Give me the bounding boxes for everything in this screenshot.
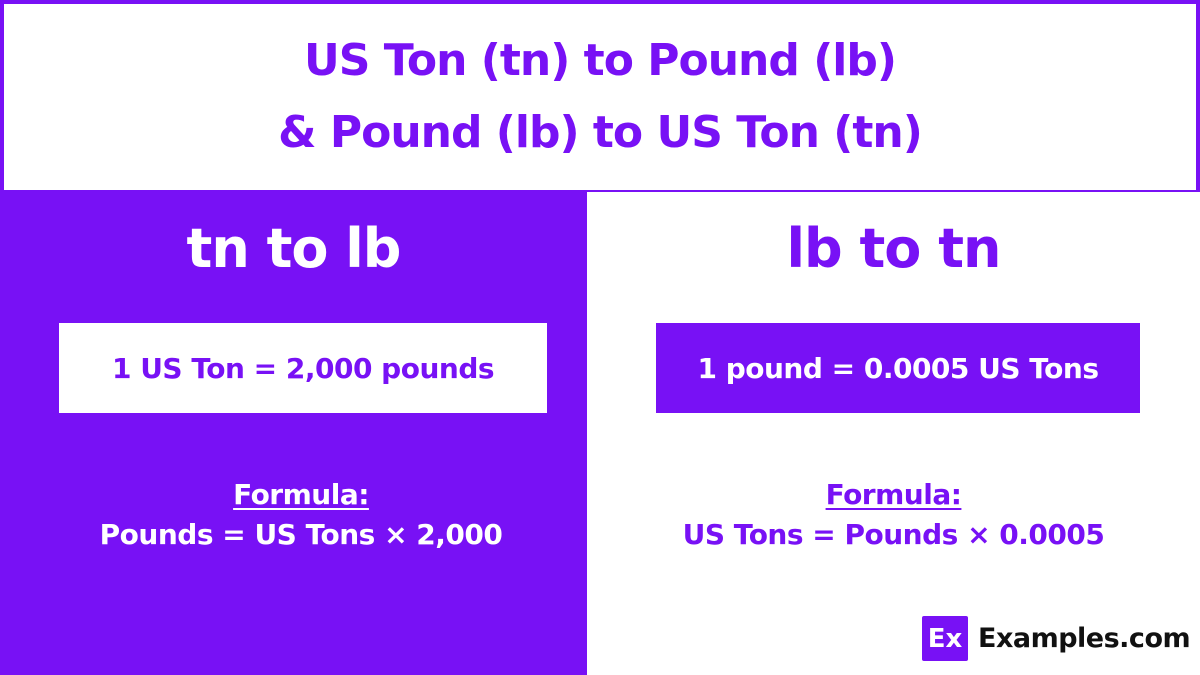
lb-to-tn-panel: lb to tn 1 pound = 0.0005 US Tons Formul… <box>587 192 1200 675</box>
formula-label: Formula: <box>233 478 369 511</box>
formula-text: Pounds = US Tons × 2,000 <box>99 518 503 551</box>
title-line-2: & Pound (lb) to US Ton (tn) <box>278 107 923 158</box>
panel-heading: tn to lb <box>186 217 402 280</box>
conversion-box: 1 pound = 0.0005 US Tons <box>656 323 1140 413</box>
formula-label: Formula: <box>825 478 962 511</box>
title-frame: US Ton (tn) to Pound (lb) & Pound (lb) t… <box>0 0 1200 192</box>
panel-heading: lb to tn <box>786 217 1002 280</box>
formula-text: US Tons = Pounds × 0.0005 <box>682 518 1105 551</box>
formula-block: Formula: US Tons = Pounds × 0.0005 <box>587 475 1200 555</box>
title-line-1: US Ton (tn) to Pound (lb) <box>304 35 897 86</box>
examples-logo: Ex Examples.com <box>922 616 1191 661</box>
tn-to-lb-panel: tn to lb 1 US Ton = 2,000 pounds Formula… <box>0 192 587 675</box>
title-box: US Ton (tn) to Pound (lb) & Pound (lb) t… <box>4 4 1196 190</box>
conversion-box: 1 US Ton = 2,000 pounds <box>59 323 547 413</box>
logo-text: Examples.com <box>978 623 1191 654</box>
logo-badge-icon: Ex <box>922 616 968 661</box>
formula-block: Formula: Pounds = US Tons × 2,000 <box>0 475 602 555</box>
